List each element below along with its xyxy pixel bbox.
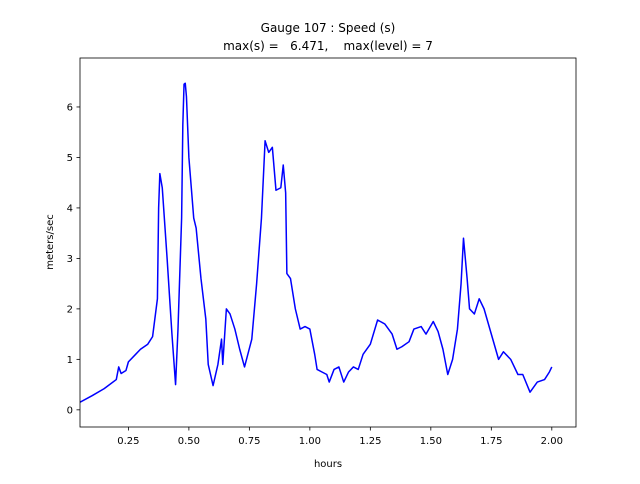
x-tick-label: 2.00 [541, 436, 563, 447]
x-tick-label: 1.50 [420, 436, 442, 447]
data-line [80, 82, 553, 403]
y-tick-label: 2 [67, 304, 73, 315]
y-tick-label: 5 [67, 153, 73, 164]
chart-subtitle: max(s) = 6.471, max(level) = 7 [223, 39, 433, 53]
y-axis-label: meters/sec [45, 214, 56, 270]
chart-title: Gauge 107 : Speed (s) [261, 21, 396, 35]
y-tick-label: 6 [67, 102, 73, 113]
y-tick-label: 3 [67, 254, 73, 265]
x-tick-label: 1.75 [480, 436, 502, 447]
x-tick-label: 0.50 [178, 436, 200, 447]
x-axis-label: hours [314, 459, 342, 470]
x-tick-label: 0.25 [117, 436, 139, 447]
y-tick-label: 1 [67, 355, 73, 366]
x-tick-label: 1.00 [299, 436, 321, 447]
plot-frame [79, 57, 577, 428]
x-tick-label: 0.75 [238, 436, 260, 447]
x-tick-label: 1.25 [359, 436, 381, 447]
y-tick-label: 4 [67, 203, 73, 214]
y-tick-label: 0 [67, 405, 73, 416]
